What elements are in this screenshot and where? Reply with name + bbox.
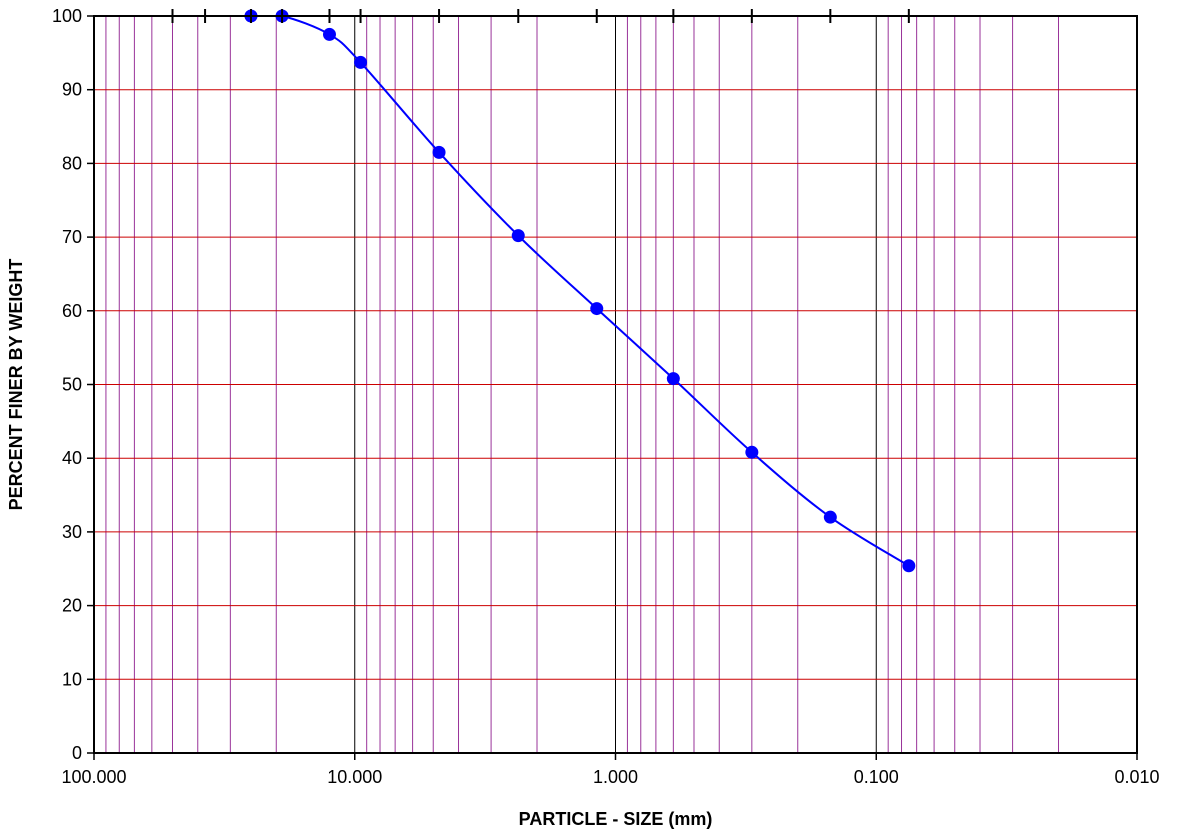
y-tick-label: 0 — [72, 743, 82, 763]
data-point — [354, 55, 368, 69]
data-point — [902, 559, 916, 573]
y-tick-label: 80 — [62, 153, 82, 173]
y-tick-label: 50 — [62, 375, 82, 395]
data-point — [590, 302, 604, 316]
y-axis-title: PERCENT FINER BY WEIGHT — [6, 259, 26, 511]
series-layer — [93, 9, 916, 573]
data-point — [432, 145, 446, 159]
x-tick-label: 100.000 — [61, 767, 126, 787]
x-axis-title: PARTICLE - SIZE (mm) — [519, 809, 713, 829]
y-tick-label: 60 — [62, 301, 82, 321]
data-point — [511, 229, 525, 243]
y-tick-label: 20 — [62, 596, 82, 616]
y-tick-label: 10 — [62, 669, 82, 689]
y-tick-label: 100 — [52, 6, 82, 26]
x-tick-label: 0.010 — [1114, 767, 1159, 787]
x-tick-label: 0.100 — [854, 767, 899, 787]
y-tick-label: 70 — [62, 227, 82, 247]
grid-layer — [94, 16, 1138, 753]
gradation-curve — [93, 14, 910, 567]
data-point — [322, 27, 336, 41]
x-tick-label: 10.000 — [327, 767, 382, 787]
y-tick-label: 40 — [62, 448, 82, 468]
x-tick-label: 1.000 — [593, 767, 638, 787]
data-point — [823, 510, 837, 524]
y-tick-label: 90 — [62, 80, 82, 100]
data-point — [666, 372, 680, 386]
y-tick-label: 30 — [62, 522, 82, 542]
ticks-layer: 0 10 20 30 40 50 60 70 80 90 100 100.000 10.000 1.000… — [52, 6, 1160, 787]
data-point — [745, 445, 759, 459]
